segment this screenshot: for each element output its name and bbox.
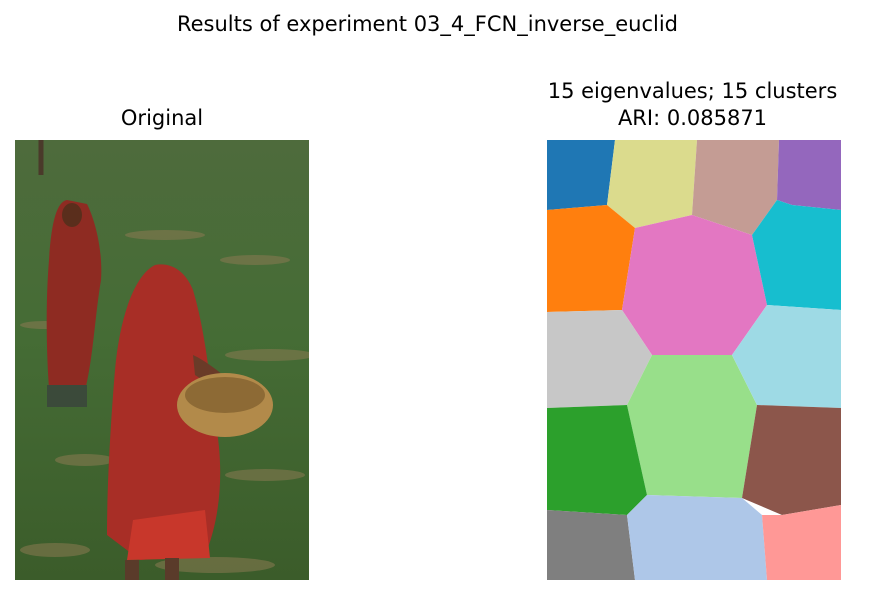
segment-4 <box>777 140 841 210</box>
segment-15 <box>762 505 841 580</box>
segment-9 <box>627 355 757 498</box>
original-image <box>15 140 309 580</box>
segmentation-map <box>547 140 841 580</box>
segment-14 <box>627 495 767 580</box>
dirt-patches <box>20 230 309 573</box>
segment-1 <box>547 140 615 210</box>
segmentation-image <box>547 140 841 580</box>
original-title: Original <box>120 106 204 130</box>
segment-7 <box>752 200 841 310</box>
segment-10 <box>732 305 841 408</box>
woman-background <box>46 200 102 407</box>
figure-suptitle: Results of experiment 03_4_FCN_inverse_e… <box>176 12 678 36</box>
segment-8 <box>547 310 652 408</box>
segmentation-title-line1: 15 eigenvalues; 15 clusters <box>547 79 838 103</box>
segment-13 <box>547 510 635 580</box>
segment-3 <box>692 140 779 235</box>
original-photo-illustration <box>15 140 309 580</box>
segmentation-title: 15 eigenvalues; 15 clusters ARI: 0.08587… <box>520 78 865 133</box>
woman-foreground <box>107 264 273 580</box>
segmentation-title-line2: ARI: 0.085871 <box>617 106 768 131</box>
segment-11 <box>547 405 647 515</box>
segment-6 <box>622 215 767 355</box>
segment-5 <box>547 205 635 312</box>
segment-12 <box>742 405 841 515</box>
segment-2 <box>607 140 697 228</box>
